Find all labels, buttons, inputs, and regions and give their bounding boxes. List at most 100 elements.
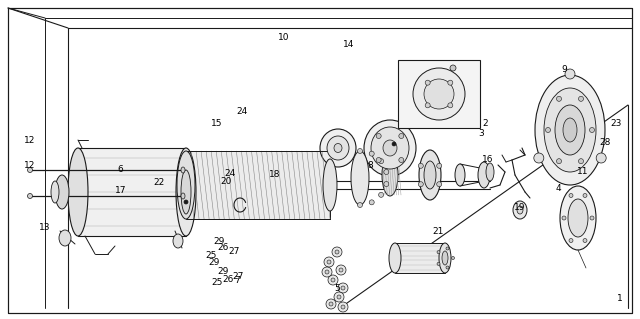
Ellipse shape (568, 199, 588, 237)
Ellipse shape (583, 239, 587, 242)
Ellipse shape (424, 161, 436, 189)
Ellipse shape (455, 164, 465, 186)
Ellipse shape (379, 159, 383, 164)
Ellipse shape (338, 283, 348, 293)
Ellipse shape (545, 128, 550, 132)
Ellipse shape (28, 194, 33, 198)
Ellipse shape (579, 159, 584, 164)
Text: 27: 27 (228, 247, 239, 256)
Ellipse shape (59, 230, 71, 246)
Ellipse shape (181, 193, 185, 199)
Ellipse shape (579, 96, 584, 101)
Ellipse shape (379, 192, 383, 197)
Ellipse shape (382, 154, 398, 196)
Ellipse shape (557, 159, 561, 164)
Ellipse shape (419, 182, 423, 187)
Bar (398, 60, 480, 128)
Ellipse shape (389, 243, 401, 273)
Ellipse shape (450, 65, 456, 71)
Ellipse shape (419, 163, 423, 168)
Ellipse shape (436, 163, 442, 168)
Ellipse shape (478, 162, 490, 188)
Ellipse shape (341, 305, 345, 309)
Text: 18: 18 (269, 170, 281, 179)
Ellipse shape (451, 256, 454, 259)
Ellipse shape (439, 243, 451, 273)
Ellipse shape (369, 151, 374, 156)
Ellipse shape (534, 153, 544, 163)
Ellipse shape (28, 167, 33, 173)
Ellipse shape (437, 263, 440, 265)
Text: 29: 29 (217, 267, 228, 276)
Ellipse shape (334, 144, 342, 152)
Ellipse shape (596, 153, 606, 163)
Ellipse shape (329, 302, 333, 306)
Ellipse shape (557, 96, 561, 101)
Text: 15: 15 (211, 119, 222, 128)
Text: 7: 7 (234, 276, 239, 285)
Bar (78, 148, 186, 236)
Text: 24: 24 (225, 169, 236, 178)
Ellipse shape (68, 148, 88, 236)
Ellipse shape (392, 142, 396, 146)
Ellipse shape (562, 216, 566, 220)
Ellipse shape (326, 299, 336, 309)
Ellipse shape (323, 159, 337, 211)
Ellipse shape (339, 268, 343, 272)
Text: 19: 19 (514, 204, 525, 212)
Ellipse shape (351, 151, 369, 205)
Ellipse shape (376, 133, 381, 138)
Text: 2: 2 (483, 119, 488, 128)
Ellipse shape (337, 295, 341, 299)
Text: 10: 10 (278, 33, 289, 42)
Text: 6: 6 (118, 165, 123, 174)
Ellipse shape (544, 88, 596, 172)
Ellipse shape (437, 251, 440, 254)
Ellipse shape (517, 206, 523, 214)
Ellipse shape (425, 80, 430, 85)
Ellipse shape (446, 247, 449, 250)
Ellipse shape (413, 68, 465, 120)
Ellipse shape (560, 186, 596, 250)
Text: 23: 23 (610, 119, 621, 128)
Ellipse shape (590, 216, 594, 220)
Text: 25: 25 (211, 278, 223, 287)
Ellipse shape (341, 286, 345, 290)
Ellipse shape (569, 239, 573, 242)
Ellipse shape (446, 266, 449, 269)
Ellipse shape (334, 292, 344, 302)
Text: 9: 9 (562, 65, 567, 74)
Ellipse shape (331, 278, 335, 282)
Ellipse shape (327, 136, 349, 160)
Ellipse shape (569, 194, 573, 197)
Text: 12: 12 (24, 161, 35, 170)
Ellipse shape (177, 151, 195, 219)
Text: 12: 12 (24, 136, 35, 145)
Ellipse shape (328, 275, 338, 285)
Ellipse shape (419, 150, 441, 200)
Text: 21: 21 (433, 227, 444, 236)
Text: 1: 1 (617, 294, 622, 303)
Ellipse shape (176, 148, 196, 236)
Bar (186, 151, 330, 219)
Ellipse shape (442, 251, 448, 265)
Ellipse shape (383, 140, 397, 156)
Ellipse shape (376, 158, 381, 162)
Text: 8: 8 (367, 161, 372, 170)
Text: 3: 3 (479, 129, 484, 138)
Ellipse shape (184, 200, 188, 204)
Ellipse shape (181, 170, 191, 214)
Ellipse shape (338, 302, 348, 312)
Ellipse shape (364, 120, 416, 176)
Ellipse shape (424, 79, 454, 109)
Ellipse shape (369, 200, 374, 205)
Text: 14: 14 (343, 40, 355, 48)
Ellipse shape (55, 175, 69, 209)
Text: 13: 13 (39, 223, 51, 232)
Text: 22: 22 (153, 178, 164, 187)
Bar (395, 243, 445, 273)
Text: 5: 5 (335, 284, 340, 293)
Ellipse shape (448, 80, 453, 85)
Ellipse shape (565, 69, 575, 79)
Ellipse shape (583, 194, 587, 197)
